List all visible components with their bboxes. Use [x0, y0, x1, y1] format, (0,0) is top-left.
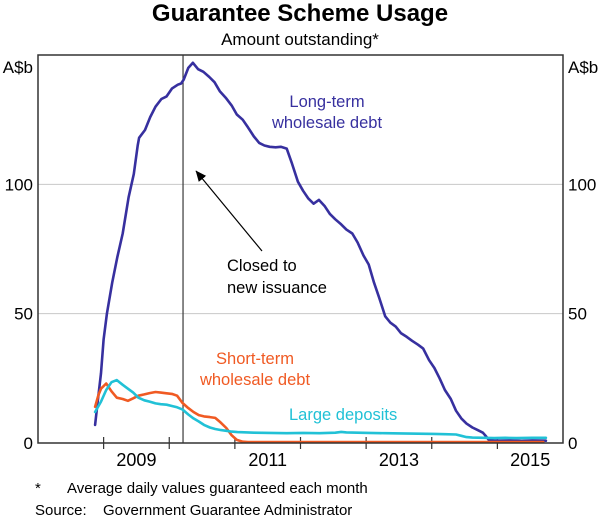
series-line-long-term-wholesale-debt — [93, 61, 548, 443]
x-axis-label-2013: 2013 — [379, 450, 419, 470]
series-label-large-deposits: Large deposits — [289, 406, 398, 424]
x-axis-label-2015: 2015 — [510, 450, 550, 470]
y-axis-unit-left: A$b — [3, 58, 33, 77]
y-axis-label-right-100: 100 — [568, 175, 596, 194]
y-axis-label-right-0: 0 — [568, 434, 577, 453]
series-label-short-term-wholesale-debt: Short-term wholesale debt — [199, 350, 311, 389]
source-line: Source: Government Guarantee Administrat… — [35, 502, 595, 520]
chart-subtitle: Amount outstanding* — [221, 30, 379, 49]
source-text: Government Guarantee Administrator — [103, 502, 353, 519]
series-label-long-term-wholesale-debt: Long-term wholesale debt — [271, 93, 383, 132]
y-axis-label-left-100: 100 — [5, 175, 33, 194]
y-axis-label-left-0: 0 — [24, 434, 33, 453]
y-axis-label-right-50: 50 — [568, 305, 587, 324]
y-axis-unit-right: A$b — [568, 58, 598, 77]
series-line-large-deposits — [93, 378, 548, 440]
x-axis-label-2009: 2009 — [116, 450, 156, 470]
closed-to-new-issuance-annotation: Closed to new issuance — [227, 257, 327, 297]
source-label: Source: — [35, 502, 87, 519]
footnote: * Average daily values guaranteed each m… — [35, 480, 595, 498]
chart-title: Guarantee Scheme Usage — [151, 0, 449, 27]
y-axis-label-left-50: 50 — [14, 305, 33, 324]
footnote-text: Average daily values guaranteed each mon… — [67, 480, 368, 497]
x-axis-label-2011: 2011 — [248, 450, 287, 470]
plot-border — [37, 54, 564, 444]
footnote-marker: * — [35, 480, 41, 497]
series-line-short-term-wholesale-debt — [93, 382, 545, 444]
annotation-arrow — [195, 170, 263, 252]
